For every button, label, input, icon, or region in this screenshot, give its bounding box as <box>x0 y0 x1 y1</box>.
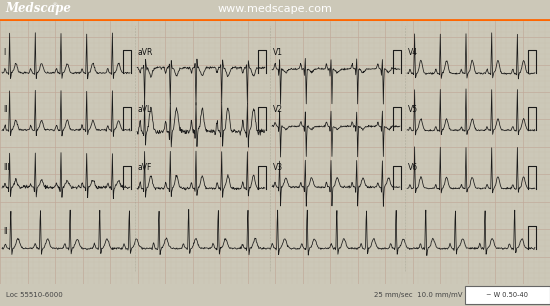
Text: V3: V3 <box>273 163 283 172</box>
Text: II: II <box>3 227 8 236</box>
Text: 25 mm/sec  10.0 mm/mV: 25 mm/sec 10.0 mm/mV <box>374 292 463 298</box>
Text: ~ W 0.50-40: ~ W 0.50-40 <box>486 292 528 298</box>
Text: V4: V4 <box>408 48 418 57</box>
Text: V6: V6 <box>408 163 418 172</box>
Text: V5: V5 <box>408 105 418 114</box>
FancyBboxPatch shape <box>465 286 550 304</box>
Text: V2: V2 <box>273 105 283 114</box>
Text: aVR: aVR <box>138 48 153 57</box>
Text: Loc 55510-6000: Loc 55510-6000 <box>6 292 62 298</box>
Text: V1: V1 <box>273 48 283 57</box>
Text: II: II <box>3 105 8 114</box>
Text: www.medscape.com: www.medscape.com <box>218 4 332 14</box>
Text: Medscape: Medscape <box>6 2 72 15</box>
Text: aVL: aVL <box>138 105 152 114</box>
Text: I: I <box>3 48 6 57</box>
Text: ®: ® <box>51 3 57 8</box>
Text: aVF: aVF <box>138 163 152 172</box>
Text: III: III <box>3 163 10 172</box>
